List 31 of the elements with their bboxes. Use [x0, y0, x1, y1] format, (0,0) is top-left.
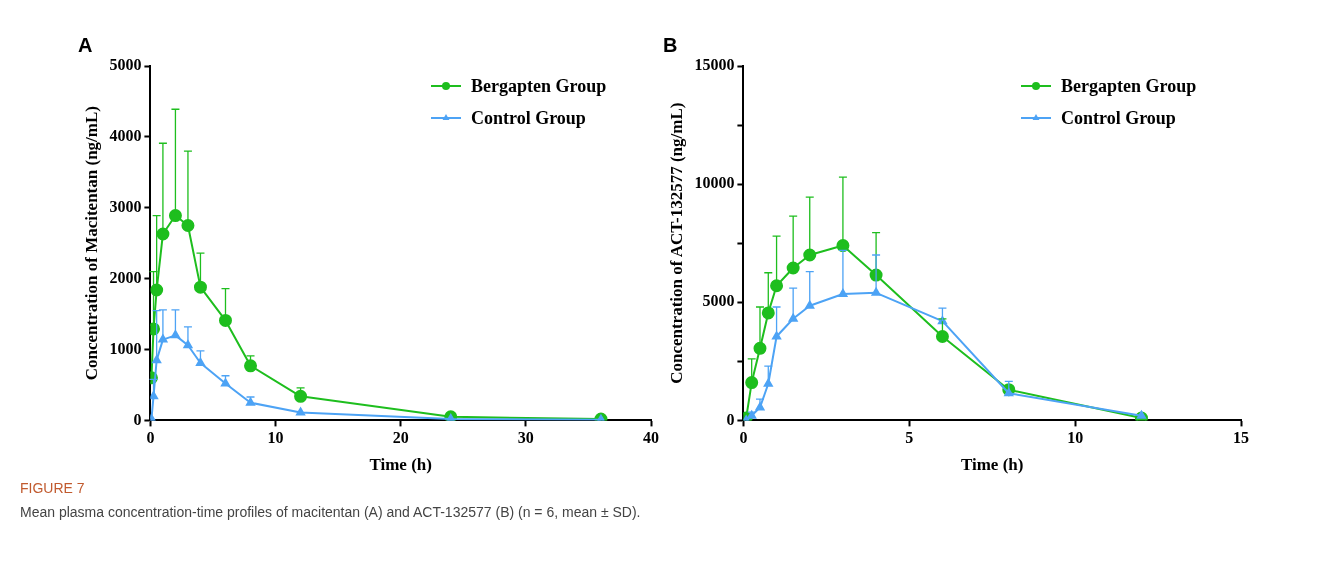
x-tick-label: 0 [146, 429, 155, 447]
x-axis-title: Time (h) [369, 455, 432, 475]
y-tick-label: 4000 [109, 127, 142, 145]
legend-label: Bergapten Group [471, 75, 607, 96]
y-tick-label: 5000 [702, 292, 735, 310]
text: Mean plasma concentration-time profiles of macitentan (A) and ACT-132577 (B) (n = 6, mean ± SD). [20, 504, 642, 520]
y-tick-label: 1000 [109, 339, 142, 357]
chart-title: B [663, 33, 678, 56]
x-tick-label: 20 [392, 429, 409, 447]
x-tick-label: 15 [1233, 429, 1249, 447]
x-tick-label: 5 [905, 429, 914, 447]
y-tick-label: 0 [133, 410, 142, 428]
y-tick-label: 2000 [109, 268, 142, 286]
x-tick-label: 30 [517, 429, 534, 447]
x-tick-label: 40 [643, 429, 659, 447]
legend-label: Control Group [471, 107, 586, 128]
chart-title: A [78, 33, 93, 56]
x-tick-label: 0 [739, 429, 748, 447]
y-tick-label: 5000 [109, 56, 142, 74]
x-tick-label: 10 [267, 429, 284, 447]
legend-label: Control Group [1061, 107, 1176, 128]
y-tick-label: 3000 [109, 197, 142, 215]
y-axis-title: Concentration of ACT-132577 (ng/mL) [666, 102, 686, 384]
x-axis-title: Time (h) [960, 455, 1024, 475]
caption: FIGURE 7 [20, 480, 86, 496]
legend-label: Bergapten Group [1061, 75, 1197, 96]
y-tick-label: 10000 [694, 174, 735, 192]
x-tick-label: 10 [1067, 429, 1084, 447]
y-axis-title: Concentration of Macitentan (ng/mL) [81, 106, 101, 381]
y-tick-label: 15000 [694, 56, 735, 74]
y-tick-label: 0 [726, 410, 735, 428]
